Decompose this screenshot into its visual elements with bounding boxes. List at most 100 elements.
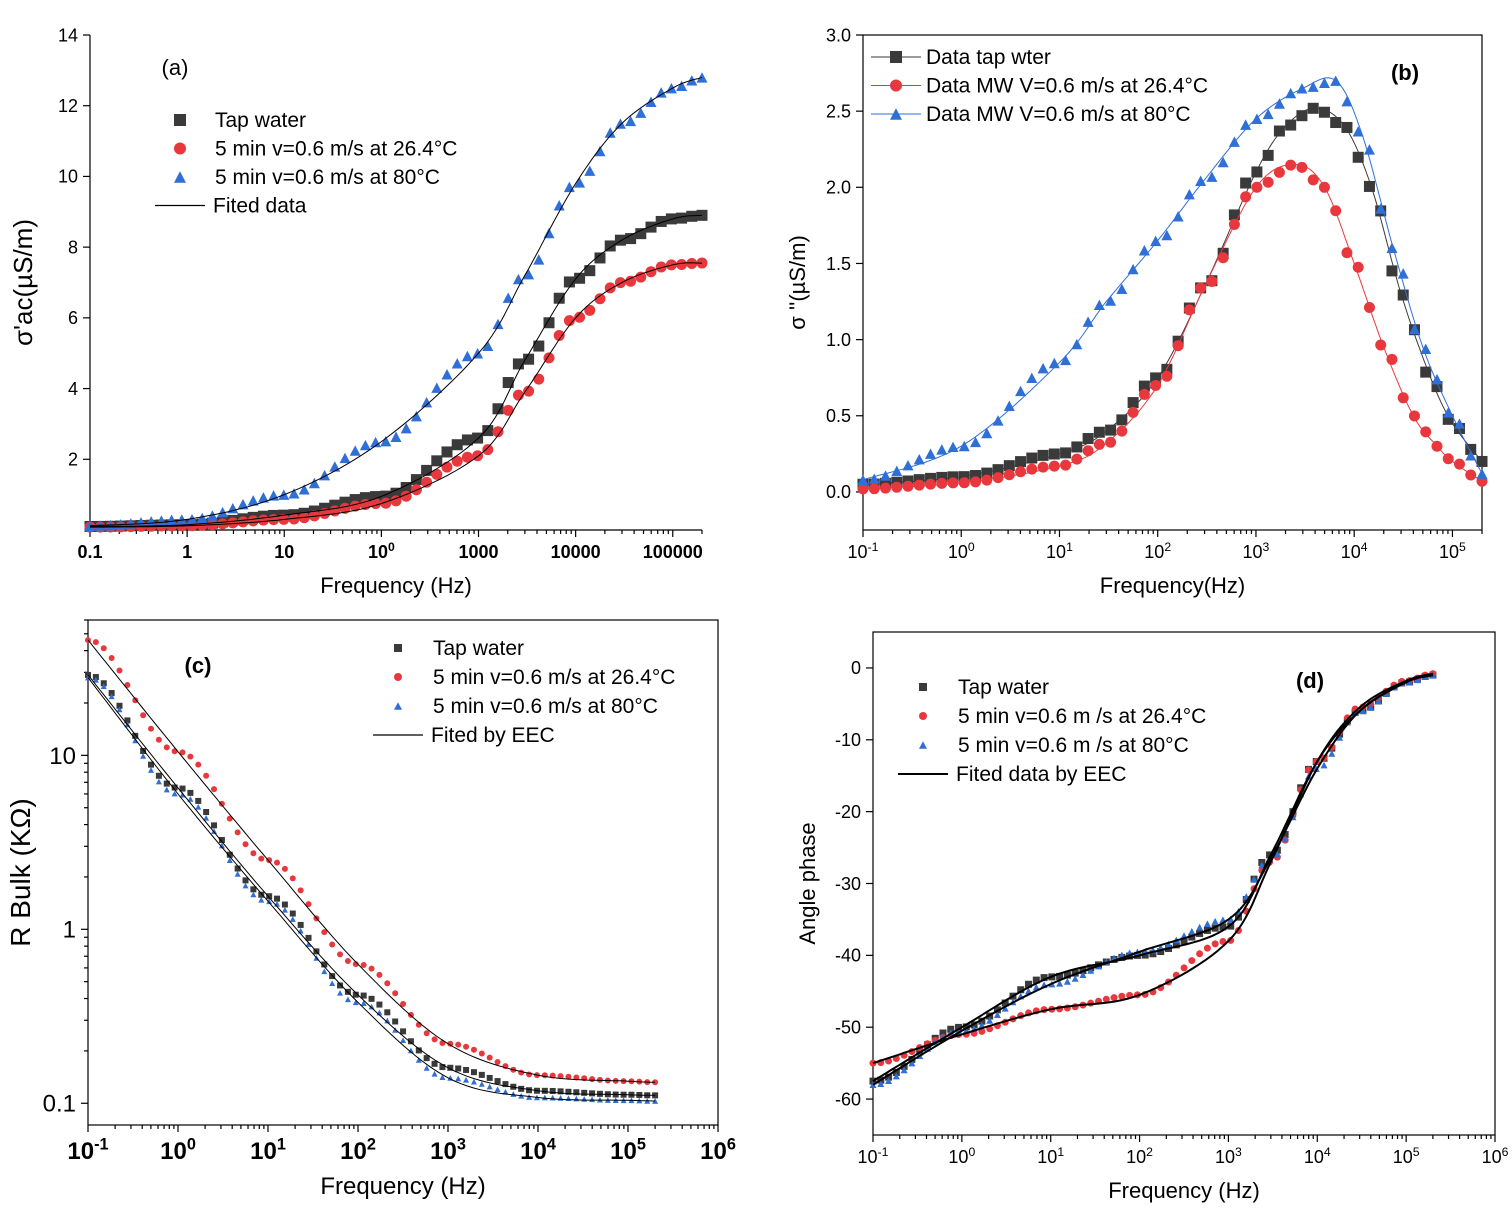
data-point (407, 1047, 414, 1054)
data-point (132, 697, 139, 704)
data-point (1228, 218, 1240, 230)
fit-line (87, 674, 656, 1096)
data-point (482, 340, 494, 351)
data-point (431, 468, 443, 480)
data-point (594, 145, 606, 157)
data-point (614, 234, 626, 246)
data-point (329, 980, 336, 987)
data-point (352, 999, 359, 1006)
data-point (1116, 283, 1128, 295)
legend-marker (919, 741, 927, 749)
data-point (217, 506, 229, 518)
data-point (155, 736, 162, 743)
data-point (1032, 976, 1040, 984)
x-tick-label: 100 (948, 540, 975, 562)
y-tick-label: 0 (851, 658, 861, 678)
data-point (665, 82, 677, 94)
data-point (908, 1059, 916, 1067)
data-point (512, 358, 524, 370)
data-point (574, 272, 586, 284)
data-point (510, 1091, 517, 1097)
data-point (978, 1017, 986, 1025)
data-point (390, 431, 402, 442)
data-point (305, 901, 312, 908)
data-point (195, 803, 202, 810)
data-point (676, 212, 688, 224)
data-point (1413, 676, 1421, 683)
data-point (431, 455, 443, 467)
data-point (1157, 948, 1165, 956)
data-point (392, 990, 399, 997)
data-point (250, 850, 257, 857)
data-point (1219, 923, 1227, 931)
panel-label: (a) (162, 55, 189, 80)
data-point (936, 477, 948, 489)
data-point (1406, 678, 1414, 686)
data-point (441, 461, 453, 473)
legend-marker (174, 171, 186, 183)
data-point (1330, 75, 1342, 86)
data-point (604, 240, 616, 252)
data-point (625, 115, 637, 127)
data-point (573, 1089, 580, 1096)
data-point (478, 1050, 485, 1057)
y-tick-label: -10 (835, 730, 861, 750)
data-point (1138, 388, 1150, 400)
data-point (472, 348, 484, 359)
data-point (148, 725, 155, 732)
data-point (1183, 304, 1195, 316)
data-point (400, 482, 412, 494)
data-point (947, 477, 959, 489)
data-point (380, 435, 392, 447)
data-point (100, 680, 107, 687)
data-point (410, 474, 422, 486)
data-point (625, 233, 637, 245)
data-point (526, 1071, 533, 1078)
data-point (869, 1059, 877, 1067)
data-point (869, 1077, 877, 1085)
y-tick-label: 10 (49, 743, 76, 770)
data-point (266, 857, 273, 864)
x-tick-label: 0.1 (77, 542, 102, 562)
data-point (581, 1096, 588, 1102)
legend-label: 5 min v=0.6 m/s at 80°C (215, 166, 440, 189)
legend-label: 5 min v=0.6 m /s at 26.4°C (958, 705, 1206, 728)
data-point (1273, 98, 1285, 109)
data-point (423, 1055, 430, 1062)
data-point (594, 252, 606, 264)
data-point (1476, 468, 1488, 479)
data-point (370, 436, 382, 448)
data-point (557, 1073, 564, 1080)
data-point (645, 96, 657, 108)
data-point (1180, 937, 1188, 945)
data-point (368, 995, 375, 1002)
data-point (321, 968, 328, 975)
x-tick-label: 105 (610, 1135, 646, 1165)
data-point (116, 702, 123, 709)
data-point (1320, 761, 1328, 769)
data-point (594, 293, 606, 305)
data-point (1273, 125, 1285, 137)
data-point (145, 516, 157, 527)
panel-label: (b) (1391, 60, 1419, 85)
data-point (415, 1047, 422, 1054)
data-point (155, 778, 162, 785)
data-point (1082, 433, 1094, 445)
data-point (187, 796, 194, 802)
data-point (1420, 366, 1432, 378)
data-point (308, 477, 320, 489)
data-point (461, 434, 473, 446)
data-point (573, 1095, 580, 1102)
data-point (1015, 456, 1027, 468)
data-point (1363, 180, 1375, 192)
data-point (226, 851, 233, 858)
data-point (329, 461, 341, 472)
data-point (543, 227, 555, 239)
data-point (902, 480, 914, 492)
y-tick-label: 1.0 (826, 330, 851, 350)
data-point (431, 382, 443, 393)
x-tick-label: 105 (1393, 1145, 1420, 1167)
data-point (1330, 117, 1342, 129)
data-point (1188, 933, 1196, 941)
